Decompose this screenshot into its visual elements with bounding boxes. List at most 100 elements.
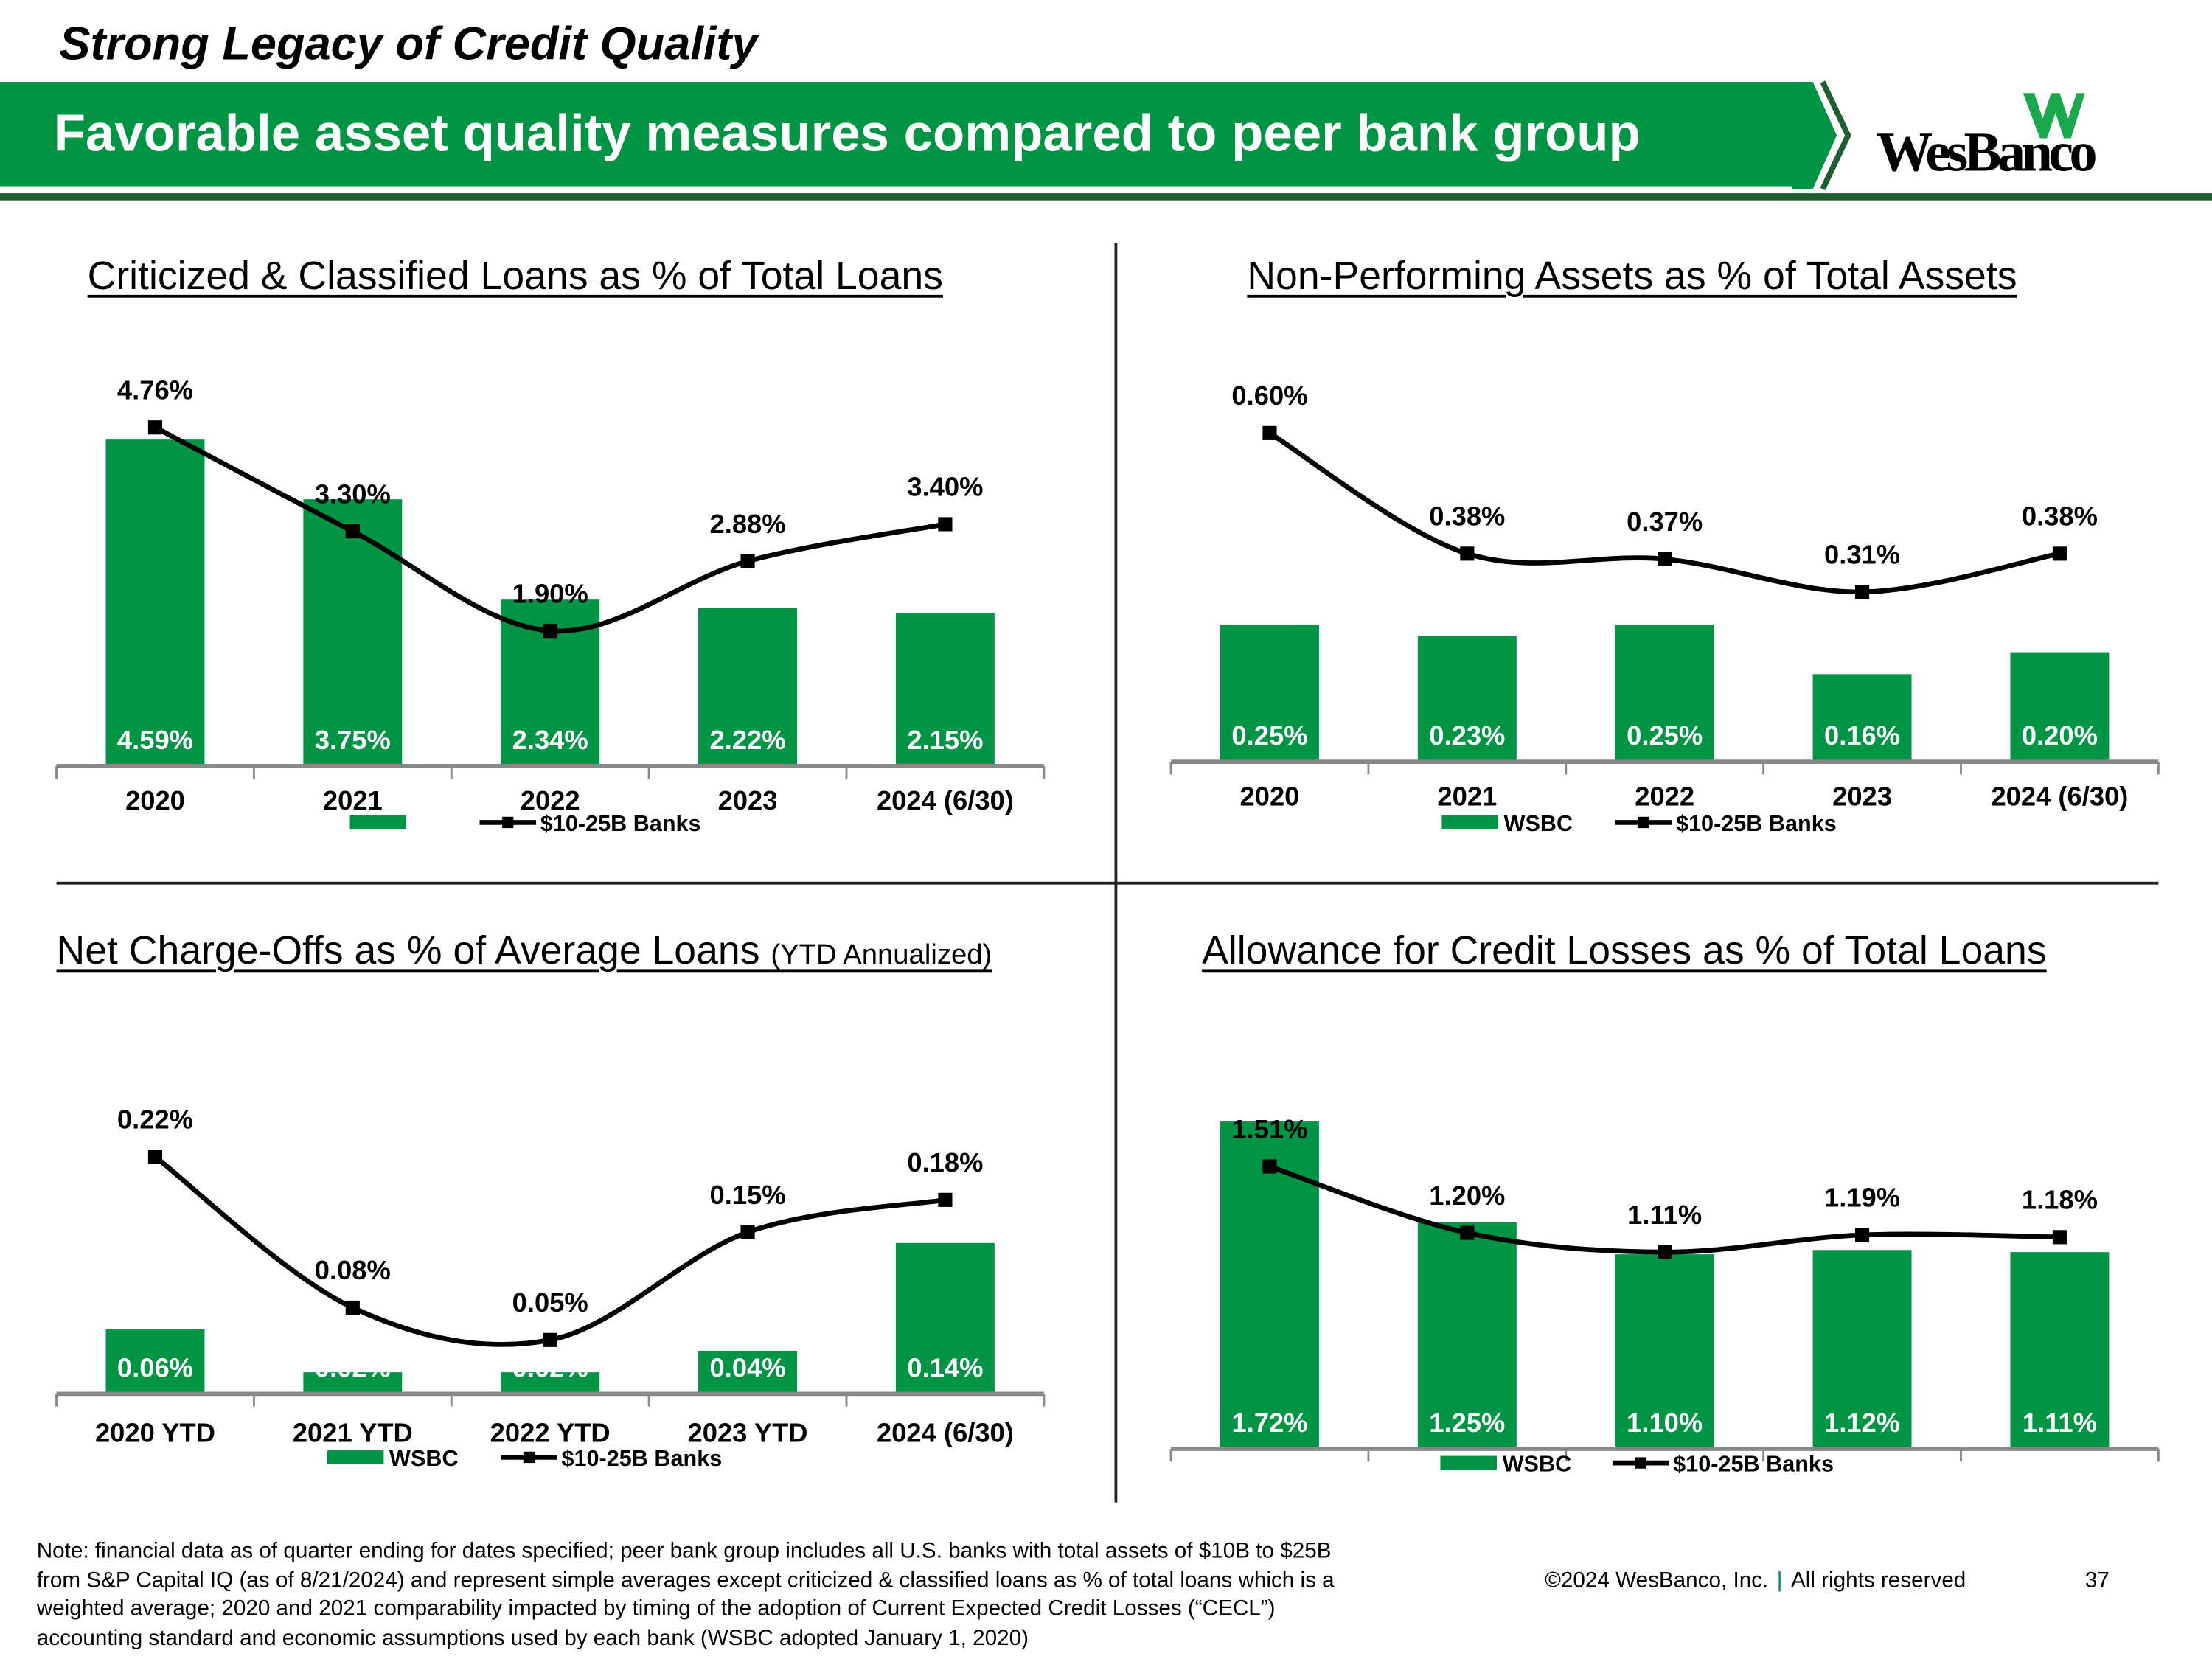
line-value-label: 0.31% xyxy=(1824,540,1900,570)
logo-w-mark-icon xyxy=(2023,93,2085,139)
line-value-label: 1.18% xyxy=(2022,1185,2098,1215)
slide-kicker: Strong Legacy of Credit Quality xyxy=(59,16,758,69)
line-value-label: 1.20% xyxy=(1429,1180,1505,1211)
category-label: 2022 YTD xyxy=(490,1417,611,1447)
bar-wsbc- xyxy=(1812,1250,1912,1449)
legend-marker-peer xyxy=(1635,1457,1646,1469)
line-marker xyxy=(938,1192,953,1207)
line-value-label: 0.15% xyxy=(710,1180,786,1210)
category-label: 2024 (6/30) xyxy=(1991,781,2128,811)
line-value-label: 0.05% xyxy=(512,1287,588,1318)
line-value-label: 3.30% xyxy=(315,479,391,509)
bar-wsbc-2023-ytd xyxy=(698,1350,798,1394)
bar-wsbc-2023 xyxy=(1812,674,1912,762)
legend-swatch-wsbc xyxy=(1440,1455,1498,1470)
line-marker xyxy=(740,1225,755,1239)
line-marker xyxy=(938,517,953,532)
legend-label-wsbc: WSBC xyxy=(1503,1452,1572,1477)
line-marker xyxy=(1460,546,1475,561)
horizontal-divider xyxy=(56,881,2159,884)
copyright: ©2024 WesBanco, Inc. | All rights reserved xyxy=(1545,1569,1966,1594)
chart-title-text: Allowance for Credit Losses as % of Tota… xyxy=(1202,928,2047,973)
legend-marker-peer xyxy=(502,816,514,829)
category-label: 2023 xyxy=(718,785,778,815)
line-value-label: 1.11% xyxy=(1627,1200,1702,1230)
line-marker xyxy=(1262,425,1277,440)
bar-value-label: 0.25% xyxy=(1627,720,1703,751)
bar-value-label: 1.72% xyxy=(1231,1408,1307,1438)
line-value-label: 0.08% xyxy=(315,1255,391,1285)
footnote-line: Note: financial data as of quarter endin… xyxy=(36,1539,1332,1563)
legend-label-peer: $10-25B Banks xyxy=(561,1446,722,1471)
bar-value-label: 2.22% xyxy=(710,725,786,755)
bar-value-label: 0.20% xyxy=(2022,720,2098,751)
bar-value-label: 0.25% xyxy=(1231,720,1307,751)
legend-marker-peer xyxy=(523,1451,535,1464)
page-number: 37 xyxy=(2084,1568,2110,1593)
line-value-label: 3.40% xyxy=(907,472,983,502)
line-value-label: 2.88% xyxy=(710,509,786,539)
category-label: 2021 xyxy=(1437,781,1497,811)
bar-value-label: 4.59% xyxy=(117,725,193,755)
chart-title-allowance: Allowance for Credit Losses as % of Tota… xyxy=(1202,928,2046,973)
bar-value-label: 0.14% xyxy=(907,1352,983,1382)
line-value-label: 1.90% xyxy=(512,578,588,608)
line-marker xyxy=(1854,585,1870,599)
line-value-label: 0.60% xyxy=(1231,380,1307,411)
bar-wsbc-2024-6-30- xyxy=(895,1242,995,1394)
chart-title-npa: Non-Performing Assets as % of Total Asse… xyxy=(1247,254,2017,299)
legend-swatch-wsbc xyxy=(1441,815,1498,830)
footnote-line: weighted average; 2020 and 2021 comparab… xyxy=(36,1597,1276,1622)
footnote-line: accounting standard and economic assumpt… xyxy=(36,1627,1029,1651)
bar-wsbc-2024-6-30- xyxy=(895,613,995,766)
line-value-label: 4.76% xyxy=(117,375,193,405)
line-marker xyxy=(2052,546,2067,561)
vertical-divider xyxy=(1114,243,1117,1503)
line-value-label: 1.51% xyxy=(1231,1114,1307,1144)
bar-wsbc-2022-ytd xyxy=(501,1372,600,1394)
category-label: 2023 xyxy=(1832,781,1892,811)
bar-value-label: 2.15% xyxy=(907,725,983,755)
line-marker xyxy=(1854,1228,1870,1242)
legend-label-peer: $10-25B Banks xyxy=(1676,811,1837,836)
legend-label-peer: $10-25B Banks xyxy=(1673,1452,1834,1477)
bar-wsbc- xyxy=(1417,1222,1517,1449)
legend-label-wsbc: WSBC xyxy=(389,1446,459,1471)
wesbanco-logo: WesBanco xyxy=(1877,88,2145,187)
bar-value-label: 0.16% xyxy=(1824,720,1900,751)
footnote-line: from S&P Capital IQ (as of 8/21/2024) an… xyxy=(36,1568,1335,1593)
legend-marker-peer xyxy=(1638,816,1649,829)
copyright-separator: | xyxy=(1776,1568,1783,1593)
bar-value-label: 1.11% xyxy=(2023,1408,2097,1438)
bar-value-label: 0.06% xyxy=(117,1352,193,1382)
line-value-label: 0.38% xyxy=(2022,501,2098,532)
bar-wsbc-2021-ytd xyxy=(303,1372,403,1394)
legend-label-wsbc: WSBC xyxy=(1504,811,1573,836)
line-marker xyxy=(543,624,557,639)
category-label: 2020 YTD xyxy=(95,1417,215,1447)
chart-subtitle: (YTD Annualized) xyxy=(771,939,992,971)
line-marker xyxy=(1262,1159,1277,1174)
slide-headline: Favorable asset quality measures compare… xyxy=(53,104,1641,163)
header-rule xyxy=(0,193,2212,201)
banner-chevron-icon xyxy=(1791,80,1851,191)
line-value-label: 0.22% xyxy=(117,1105,193,1135)
category-label: 2022 xyxy=(1635,781,1694,811)
bar-wsbc-2023 xyxy=(698,608,798,766)
line-marker xyxy=(345,524,360,539)
category-label: 2023 YTD xyxy=(688,1417,808,1447)
line-value-label: 0.18% xyxy=(907,1147,983,1178)
bar-wsbc-2020 xyxy=(1220,625,1319,762)
chart-title-text: Non-Performing Assets as % of Total Asse… xyxy=(1247,254,2017,298)
bar-value-label: 1.25% xyxy=(1429,1408,1505,1438)
category-label: 2022 xyxy=(521,785,580,815)
chart-title-text: Net Charge-Offs as % of Average Loans xyxy=(56,928,760,973)
bar-wsbc-2021 xyxy=(303,499,403,766)
chart-title-criticized-loans: Criticized & Classified Loans as % of To… xyxy=(88,254,943,299)
line-value-label: 0.37% xyxy=(1627,507,1703,537)
headline-banner xyxy=(0,81,1813,187)
line-marker xyxy=(1658,552,1672,566)
line-value-label: 1.19% xyxy=(1824,1183,1900,1213)
